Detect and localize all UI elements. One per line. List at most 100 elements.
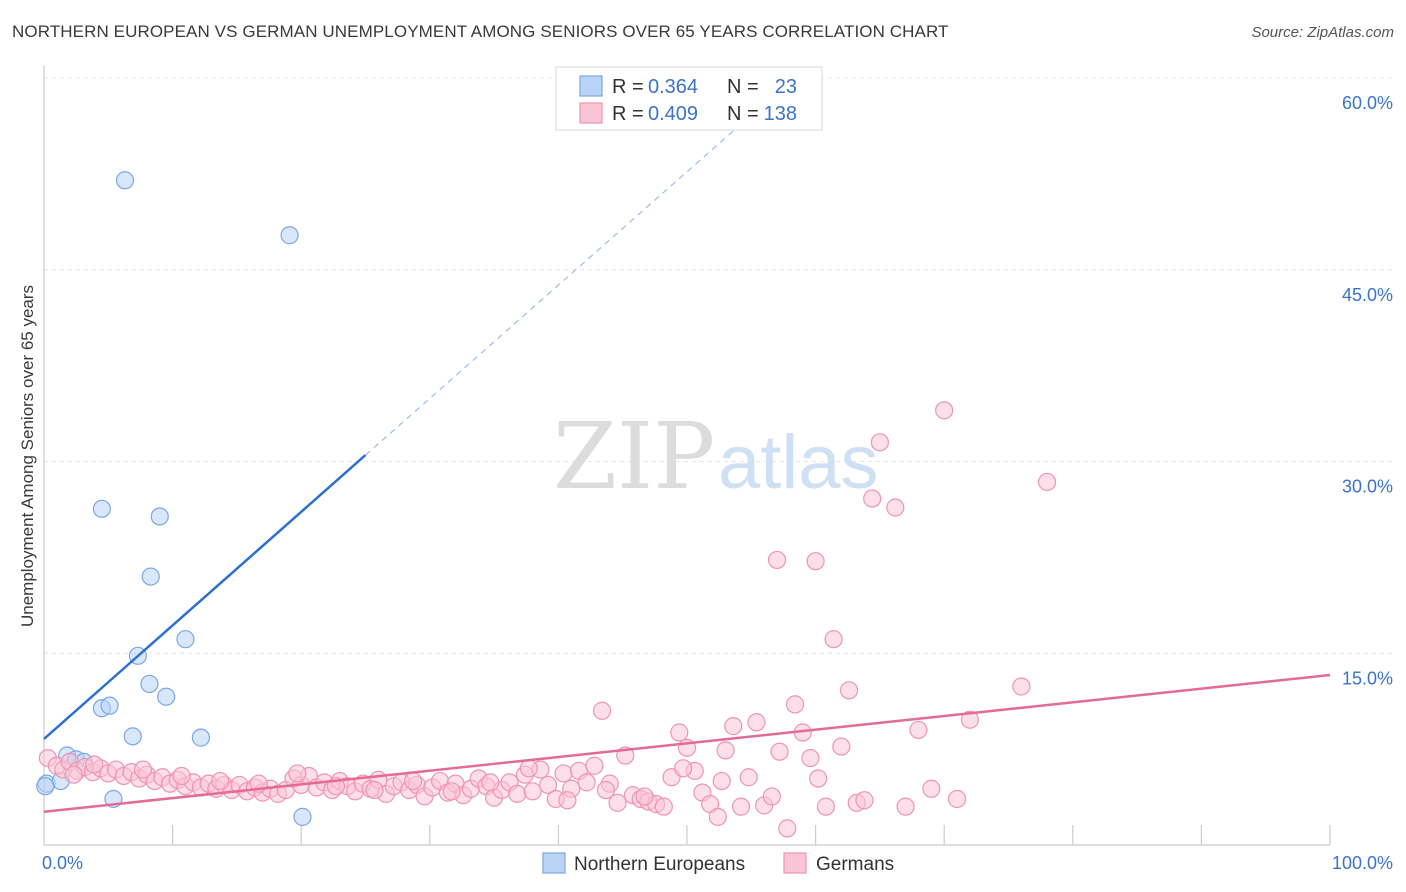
- trend-line-northern-europeans-extension: [365, 114, 752, 456]
- point-germans-67: [554, 764, 573, 783]
- point-germans-63: [523, 782, 542, 801]
- point-germans-109: [886, 498, 905, 517]
- y-tick-label-30: 30.0%: [1342, 477, 1393, 497]
- point-germans-91: [739, 768, 758, 787]
- y-tick-label-45: 45.0%: [1342, 285, 1393, 305]
- legend-n-label-2: N =: [727, 103, 759, 125]
- point-germans-133: [558, 791, 577, 810]
- legend-r-value-2: 0.409: [648, 103, 698, 125]
- y-tick-label-60: 60.0%: [1342, 93, 1393, 113]
- bottom-legend-swatch-germans: [783, 852, 807, 874]
- watermark-atlas: atlas: [718, 420, 879, 505]
- point-germans-88: [716, 741, 735, 760]
- point-germans-95: [770, 742, 789, 761]
- point-northern-europeans-17: [280, 226, 299, 245]
- bottom-legend: Northern Europeans Germans: [542, 852, 894, 875]
- point-northern-europeans-7: [123, 727, 142, 746]
- legend-swatch-germans: [579, 102, 603, 124]
- point-germans-61: [508, 784, 527, 803]
- point-northern-europeans-6: [100, 696, 119, 715]
- point-northern-europeans-14: [150, 507, 169, 526]
- point-germans-108: [870, 433, 890, 452]
- point-germans-74: [608, 793, 627, 812]
- point-germans-111: [909, 720, 928, 740]
- point-germans-72: [593, 701, 612, 720]
- bottom-legend-germans: Germans: [816, 854, 894, 875]
- trend-lines: [43, 114, 1331, 814]
- legend-r-label-1: R =: [612, 76, 644, 98]
- point-germans-92: [747, 713, 766, 732]
- point-germans-116: [1012, 677, 1031, 696]
- point-germans-137: [712, 771, 731, 791]
- point-germans-87: [708, 807, 727, 826]
- point-germans-104: [839, 681, 859, 700]
- legend-r-label-2: R =: [612, 103, 644, 125]
- legend-n-value-2: 138: [764, 103, 797, 125]
- point-germans-123: [172, 766, 191, 786]
- point-northern-europeans-13: [92, 499, 111, 518]
- y-axis-title: Unemployment Among Seniors over 65 years: [18, 285, 37, 627]
- point-northern-europeans-10: [157, 687, 176, 706]
- point-northern-europeans-16: [115, 171, 135, 190]
- trend-line-germans: [43, 673, 1331, 814]
- trend-line-northern-europeans: [43, 454, 367, 740]
- point-germans-101: [816, 797, 835, 816]
- point-germans-135: [635, 787, 654, 806]
- gridlines: [44, 77, 1393, 654]
- point-germans-65: [539, 775, 558, 795]
- point-germans-136: [674, 759, 693, 778]
- point-germans-100: [809, 769, 828, 788]
- point-germans-117: [1037, 472, 1057, 492]
- point-germans-115: [960, 710, 980, 729]
- point-germans-94: [762, 787, 781, 806]
- point-germans-114: [947, 789, 967, 809]
- point-germans-71: [585, 756, 604, 775]
- legend-box: R = 0.364 N = 23 R = 0.409 N = 138: [555, 66, 823, 131]
- point-germans-132: [519, 759, 538, 778]
- watermark-zip: ZIP: [553, 403, 715, 510]
- legend-r-value-1: 0.364: [648, 76, 698, 98]
- point-germans-126: [288, 764, 307, 783]
- legend-swatch-northern-europeans: [579, 75, 603, 97]
- point-germans-129: [403, 771, 423, 791]
- legend-n-value-1: 23: [775, 76, 797, 98]
- point-germans-122: [133, 760, 153, 779]
- point-northern-europeans-19: [293, 807, 312, 826]
- chart-title: NORTHERN EUROPEAN VS GERMAN UNEMPLOYMENT…: [12, 22, 949, 41]
- point-germans-82: [670, 723, 689, 742]
- point-germans-90: [731, 797, 751, 816]
- point-germans-107: [863, 489, 882, 508]
- point-germans-120: [64, 765, 83, 784]
- point-germans-99: [801, 748, 820, 768]
- point-germans-118: [767, 550, 787, 570]
- point-northern-europeans-20: [36, 777, 55, 796]
- point-germans-106: [855, 791, 874, 810]
- x-tick-label-max: 100.0%: [1332, 853, 1393, 873]
- point-germans-124: [211, 771, 230, 791]
- point-germans-89: [724, 717, 743, 736]
- point-germans-110: [896, 797, 915, 816]
- chart-source: Source: ZipAtlas.com: [1251, 24, 1394, 41]
- point-germans-113: [935, 401, 954, 420]
- point-germans-121: [85, 755, 104, 774]
- legend-n-label-1: N =: [727, 76, 759, 98]
- point-northern-europeans-11: [176, 630, 195, 649]
- point-northern-europeans-9: [140, 674, 159, 694]
- point-germans-96: [778, 819, 797, 838]
- x-tick-label-min: 0.0%: [42, 853, 83, 873]
- point-germans-130: [442, 782, 461, 801]
- point-germans-103: [832, 737, 851, 756]
- y-tick-label-15: 15.0%: [1342, 668, 1393, 688]
- bottom-legend-swatch-northern-europeans: [542, 852, 566, 874]
- point-northern-europeans-15: [141, 567, 160, 586]
- point-germans-112: [922, 779, 941, 798]
- point-germans-97: [785, 695, 805, 714]
- point-northern-europeans-12: [191, 728, 210, 747]
- series-germans: [38, 401, 1057, 838]
- x-ticks: [172, 825, 1331, 845]
- bottom-legend-northern-europeans: Northern Europeans: [574, 854, 745, 875]
- point-germans-70: [577, 773, 596, 792]
- point-germans-128: [365, 780, 384, 800]
- point-germans-102: [824, 630, 843, 649]
